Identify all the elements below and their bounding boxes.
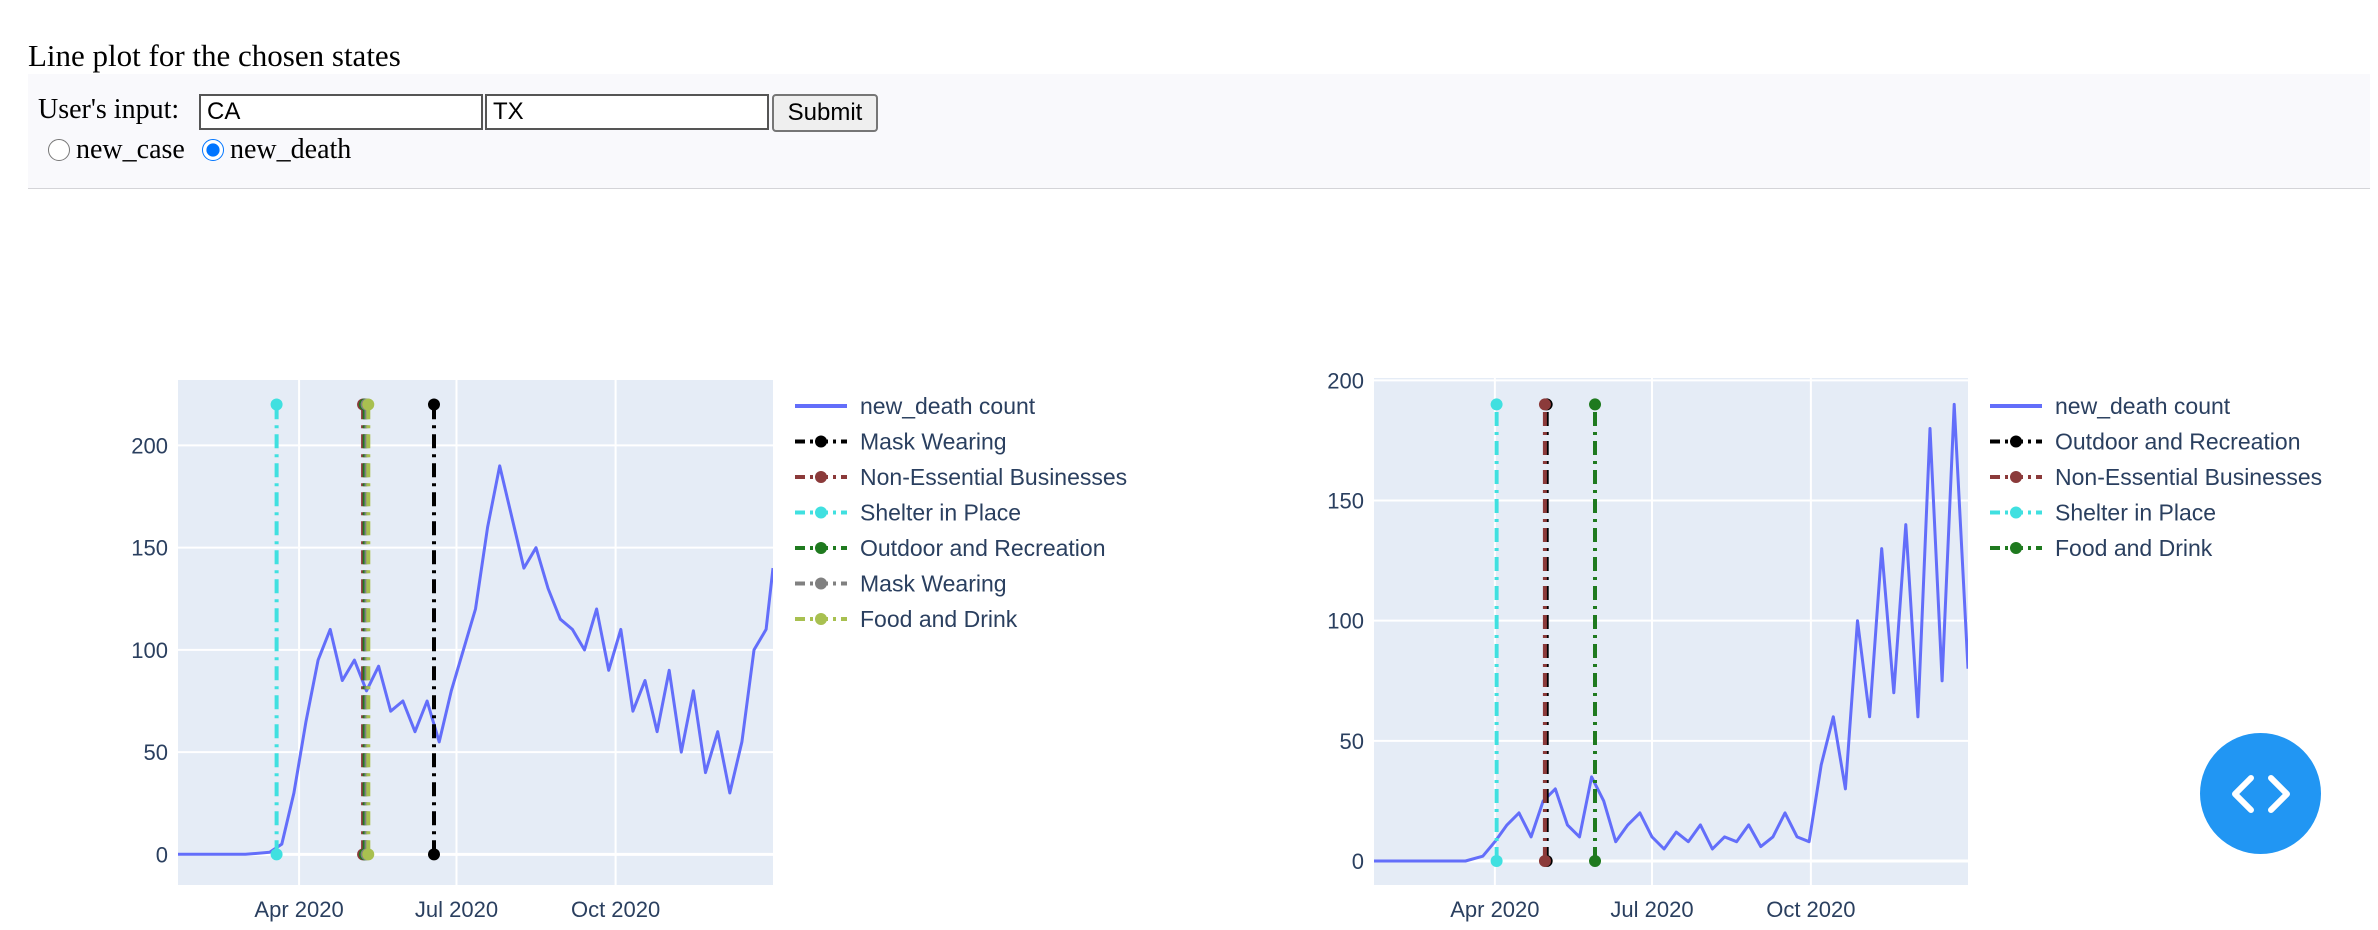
y-tick-label: 100 bbox=[1327, 609, 1364, 634]
legend-marker bbox=[815, 577, 827, 590]
radio-new-case-label: new_case bbox=[76, 134, 185, 165]
radio-new-case-input[interactable] bbox=[48, 139, 70, 161]
legend-marker bbox=[2010, 506, 2022, 519]
y-tick-label: 0 bbox=[1352, 849, 1364, 874]
marker-point bbox=[270, 848, 283, 861]
legend-label: new_death count bbox=[2055, 393, 2231, 419]
legend-item: Shelter in Place bbox=[795, 500, 1021, 526]
marker-point bbox=[427, 398, 440, 411]
plot-background bbox=[178, 380, 773, 885]
legend-item: Outdoor and Recreation bbox=[1990, 429, 2301, 455]
plot-background bbox=[1374, 378, 1968, 885]
code-icon bbox=[2231, 774, 2290, 813]
legend-item: Mask Wearing bbox=[795, 429, 1007, 455]
input-form: User's input: Submit new_case new_death bbox=[28, 74, 2370, 189]
marker-point bbox=[427, 848, 440, 861]
legend-item: new_death count bbox=[1990, 393, 2231, 419]
legend-item: Mask Wearing bbox=[795, 571, 1007, 597]
y-tick-label: 50 bbox=[1340, 729, 1364, 754]
legend-item: Food and Drink bbox=[1990, 535, 2213, 561]
ca-line-chart: Apr 2020 Jul 2020 Oct 2020 0 50 100 150 200 new_… bbox=[131, 380, 1127, 922]
code-toggle-button[interactable] bbox=[2200, 733, 2321, 854]
legend-marker bbox=[815, 613, 827, 625]
x-tick-label: Jul 2020 bbox=[1610, 897, 1693, 922]
marker-point bbox=[362, 398, 375, 411]
submit-button[interactable]: Submit bbox=[772, 94, 878, 132]
legend-label: Food and Drink bbox=[2055, 535, 2213, 561]
y-tick-label: 0 bbox=[156, 842, 168, 867]
marker-point bbox=[270, 398, 283, 411]
legend-marker bbox=[2010, 542, 2022, 554]
legend-item: Non-Essential Businesses bbox=[1990, 464, 2322, 490]
y-tick-label: 150 bbox=[131, 536, 168, 561]
radio-new-death[interactable]: new_death bbox=[202, 134, 351, 166]
marker-point bbox=[1589, 854, 1602, 867]
legend-label: Shelter in Place bbox=[860, 500, 1021, 526]
legend-label: Food and Drink bbox=[860, 606, 1018, 632]
radio-new-death-label: new_death bbox=[230, 134, 352, 165]
legend-label: Outdoor and Recreation bbox=[860, 535, 1106, 561]
marker-point bbox=[1538, 398, 1551, 411]
legend-marker bbox=[2010, 435, 2022, 448]
x-tick-label: Jul 2020 bbox=[415, 897, 498, 922]
legend-label: Mask Wearing bbox=[860, 571, 1007, 597]
y-tick-label: 150 bbox=[1327, 489, 1364, 514]
marker-point bbox=[362, 848, 375, 861]
marker-point bbox=[1538, 854, 1551, 867]
y-tick-label: 100 bbox=[131, 638, 168, 663]
legend-item: Food and Drink bbox=[795, 606, 1018, 632]
radio-new-death-input[interactable] bbox=[202, 139, 224, 161]
legend-marker bbox=[815, 471, 827, 483]
radio-new-case[interactable]: new_case bbox=[48, 134, 185, 166]
legend-label: Non-Essential Businesses bbox=[860, 464, 1127, 490]
state2-input[interactable] bbox=[485, 94, 769, 130]
legend-label: Shelter in Place bbox=[2055, 500, 2216, 526]
x-tick-label: Oct 2020 bbox=[571, 897, 660, 922]
legend-label: new_death count bbox=[860, 393, 1036, 419]
series-group bbox=[1374, 398, 1968, 867]
marker-point bbox=[1589, 398, 1602, 411]
x-tick-label: Apr 2020 bbox=[254, 897, 343, 922]
legend-marker bbox=[2010, 471, 2022, 483]
legend-marker bbox=[815, 506, 827, 519]
legend-marker bbox=[815, 542, 827, 554]
x-tick-label: Oct 2020 bbox=[1766, 897, 1855, 922]
input-label: User's input: bbox=[38, 94, 180, 125]
legend-item: Outdoor and Recreation bbox=[795, 535, 1106, 561]
series-line bbox=[178, 464, 773, 856]
y-tick-label: 200 bbox=[131, 433, 168, 458]
page-title: Line plot for the chosen states bbox=[28, 38, 401, 73]
legend-marker bbox=[815, 435, 827, 448]
marker-point bbox=[1490, 398, 1503, 411]
y-tick-label: 50 bbox=[144, 740, 168, 765]
series-line bbox=[1374, 402, 1968, 863]
legend-label: Mask Wearing bbox=[860, 429, 1007, 455]
series-group bbox=[178, 398, 773, 861]
y-tick-label: 200 bbox=[1327, 368, 1364, 393]
state1-input[interactable] bbox=[199, 94, 483, 130]
legend-item: Shelter in Place bbox=[1990, 500, 2216, 526]
legend-item: new_death count bbox=[795, 393, 1036, 419]
legend-label: Outdoor and Recreation bbox=[2055, 429, 2301, 455]
legend-label: Non-Essential Businesses bbox=[2055, 464, 2322, 490]
legend-item: Non-Essential Businesses bbox=[795, 464, 1127, 490]
tx-line-chart: Apr 2020 Jul 2020 Oct 2020 0 50 100 150 200 new_… bbox=[1327, 368, 2322, 922]
marker-point bbox=[1490, 854, 1503, 867]
x-tick-label: Apr 2020 bbox=[1450, 897, 1539, 922]
